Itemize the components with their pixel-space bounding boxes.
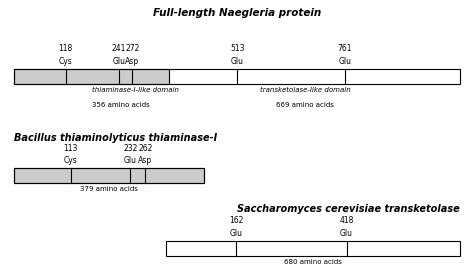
- Text: thiaminase-I-like domain: thiaminase-I-like domain: [91, 87, 179, 93]
- Text: Glu: Glu: [229, 229, 242, 238]
- Text: transketolase-like domain: transketolase-like domain: [260, 87, 350, 93]
- Text: Glu: Glu: [124, 156, 137, 165]
- Text: Full-length Naegleria protein: Full-length Naegleria protein: [153, 8, 321, 18]
- Text: 356 amino acids: 356 amino acids: [91, 102, 149, 108]
- Text: Glu: Glu: [231, 57, 244, 66]
- Text: 162: 162: [229, 216, 243, 225]
- Text: 669 amino acids: 669 amino acids: [276, 102, 334, 108]
- Text: Glu: Glu: [338, 57, 352, 66]
- FancyBboxPatch shape: [14, 168, 204, 183]
- Text: Cys: Cys: [59, 57, 73, 66]
- Text: Asp: Asp: [126, 57, 139, 66]
- Text: Saccharomyces cerevisiae transketolase: Saccharomyces cerevisiae transketolase: [237, 204, 460, 214]
- Text: 113: 113: [64, 144, 78, 153]
- Text: 232: 232: [123, 144, 137, 153]
- Text: 761: 761: [338, 44, 352, 53]
- FancyBboxPatch shape: [14, 69, 169, 84]
- Text: Cys: Cys: [64, 156, 78, 165]
- Text: 513: 513: [230, 44, 245, 53]
- Text: 241: 241: [112, 44, 126, 53]
- Text: Bacillus thiaminolyticus thiaminase-I: Bacillus thiaminolyticus thiaminase-I: [14, 133, 218, 143]
- Text: Glu: Glu: [112, 57, 126, 66]
- Text: 379 amino acids: 379 amino acids: [80, 186, 138, 192]
- Text: 262: 262: [138, 144, 153, 153]
- Text: 118: 118: [58, 44, 73, 53]
- Text: Glu: Glu: [340, 229, 353, 238]
- Text: 418: 418: [339, 216, 354, 225]
- Text: Asp: Asp: [138, 156, 152, 165]
- Text: 680 amino acids: 680 amino acids: [284, 259, 342, 265]
- Text: 272: 272: [125, 44, 140, 53]
